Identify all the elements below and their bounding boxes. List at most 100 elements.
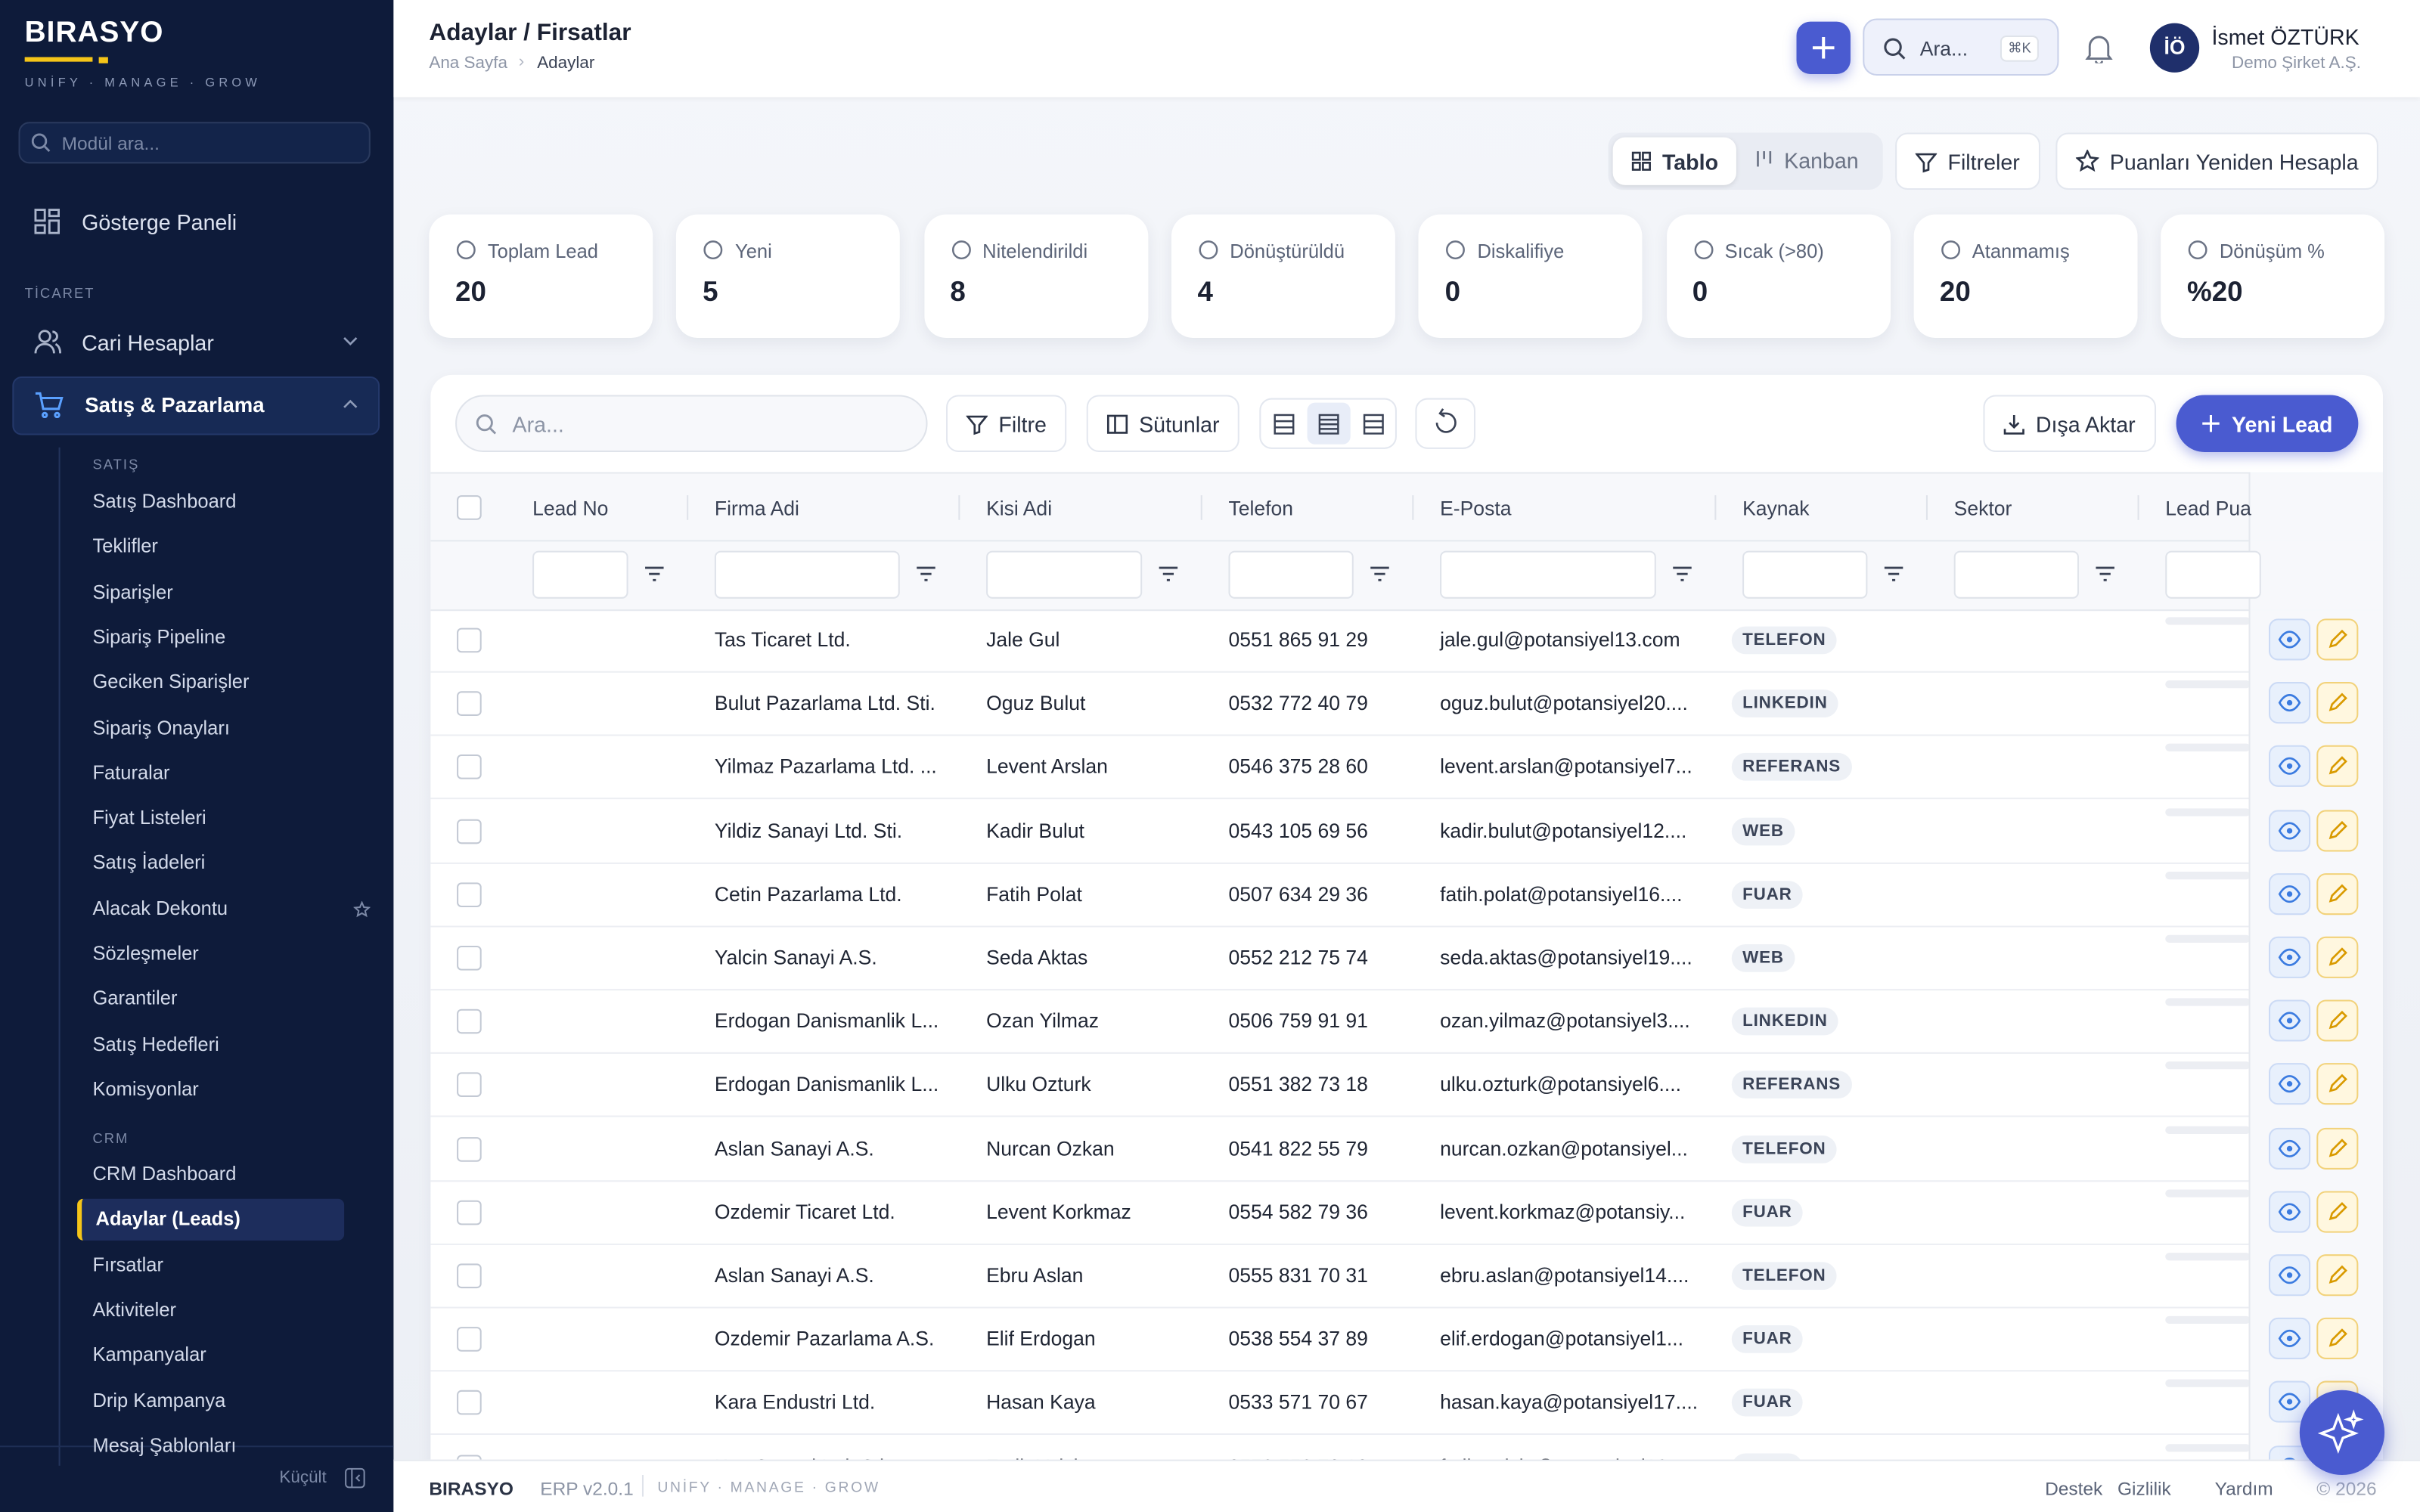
menu-item[interactable]: Alacak Dekontu [92, 897, 228, 919]
edit-button[interactable] [2316, 1127, 2359, 1170]
row-checkbox[interactable] [457, 946, 482, 971]
edit-button[interactable] [2316, 1318, 2359, 1360]
column-header[interactable]: E-Posta [1440, 497, 1512, 520]
collapse[interactable]: Küçült [279, 1468, 327, 1488]
filter-icon[interactable] [915, 563, 937, 591]
menu-item[interactable]: Sözleşmeler [92, 942, 199, 965]
column-filter-input[interactable] [1440, 550, 1656, 599]
edit-button[interactable] [2316, 1191, 2359, 1233]
filter-button[interactable]: Filtre [946, 395, 1067, 452]
column-filter-input[interactable] [1228, 550, 1354, 599]
recalc-button[interactable]: Puanları Yeniden Hesapla [2055, 132, 2379, 191]
menu-group[interactable]: Satış & Pazarlama [85, 393, 265, 417]
menu-item[interactable]: Satış Dashboard [92, 490, 237, 513]
menu-item[interactable]: Drip Kampanya [92, 1389, 226, 1411]
menu-item[interactable]: Komisyonlar [92, 1078, 199, 1100]
view-button[interactable] [2268, 1254, 2311, 1297]
star-icon[interactable] [353, 900, 371, 918]
menu-item[interactable]: Mesaj Şablonları [92, 1434, 237, 1457]
column-header[interactable]: Firma Adi [714, 497, 799, 520]
view-table[interactable]: Tablo [1612, 137, 1737, 185]
collapse-icon[interactable] [344, 1467, 366, 1489]
view-button[interactable] [2268, 1127, 2311, 1170]
row-checkbox[interactable] [457, 1200, 482, 1225]
bell-icon[interactable] [2085, 34, 2113, 64]
edit-button[interactable] [2316, 1254, 2359, 1297]
edit-button[interactable] [2316, 999, 2359, 1042]
refresh-button[interactable] [1415, 398, 1476, 449]
row-checkbox[interactable] [457, 818, 482, 844]
column-filter-input[interactable] [2165, 550, 2261, 599]
row-checkbox[interactable] [457, 1136, 482, 1161]
filter-icon[interactable] [2094, 563, 2116, 591]
export-button[interactable]: Dışa Aktar [1983, 395, 2156, 452]
global-search[interactable]: Ara... ⌘K [1863, 18, 2059, 76]
row-checkbox[interactable] [457, 881, 482, 907]
edit-button[interactable] [2316, 1063, 2359, 1106]
row-checkbox[interactable] [457, 1263, 482, 1289]
row-checkbox[interactable] [457, 1327, 482, 1352]
menu-group[interactable]: Cari Hesaplar [82, 330, 214, 355]
menu-item[interactable]: Aktiviteler [92, 1299, 177, 1321]
edit-button[interactable] [2316, 682, 2359, 724]
column-header[interactable]: Sektor [1953, 497, 2012, 520]
row-checkbox[interactable] [457, 1009, 482, 1034]
footer-link[interactable]: Yardım [2214, 1478, 2273, 1500]
breadcrumb-root[interactable]: Ana Sayfa [429, 54, 507, 73]
view-button[interactable] [2268, 618, 2311, 661]
column-filter-input[interactable] [1742, 550, 1868, 599]
new-lead-button[interactable]: Yeni Lead [2176, 395, 2359, 452]
view-button[interactable] [2268, 999, 2311, 1042]
module-search[interactable]: Modül ara... [18, 122, 371, 164]
add-button[interactable] [1796, 21, 1851, 74]
filter-icon[interactable] [1671, 563, 1693, 591]
edit-button[interactable] [2316, 936, 2359, 978]
ai-assistant[interactable] [2299, 1390, 2385, 1476]
footer-link[interactable]: Destek [2045, 1478, 2103, 1500]
menu-item[interactable]: Faturalar [92, 761, 170, 784]
view-button[interactable] [2268, 1318, 2311, 1360]
menu-item[interactable]: Geciken Siparişler [92, 671, 250, 693]
columns-button[interactable]: Sütunlar [1086, 395, 1240, 452]
row-checkbox[interactable] [457, 627, 482, 653]
menu-item[interactable]: Fırsatlar [92, 1253, 164, 1275]
column-filter-input[interactable] [986, 550, 1143, 599]
view-button[interactable] [2268, 1191, 2311, 1233]
menu-item[interactable]: Siparişler [92, 581, 173, 603]
filter-icon[interactable] [1369, 563, 1391, 591]
column-header[interactable]: Lead No [532, 497, 609, 520]
column-filter-input[interactable] [532, 550, 628, 599]
menu-item[interactable]: Satış İadeleri [92, 852, 206, 874]
view-button[interactable] [2268, 745, 2311, 788]
menu-item[interactable]: Garantiler [92, 987, 178, 1010]
view-button[interactable] [2268, 809, 2311, 851]
checkbox[interactable] [457, 495, 482, 520]
filter-icon[interactable] [1158, 563, 1180, 591]
filters-button[interactable]: Filtreler [1895, 132, 2040, 191]
menu-item[interactable]: Satış Hedefleri [92, 1033, 219, 1055]
view-kanban[interactable]: Kanban [1754, 148, 1859, 173]
view-button[interactable] [2268, 1063, 2311, 1106]
menu-item[interactable]: Adaylar (Leads) [95, 1208, 240, 1231]
row-checkbox[interactable] [457, 1390, 482, 1416]
edit-button[interactable] [2316, 809, 2359, 851]
column-header[interactable]: Kisi Adi [986, 497, 1053, 520]
view-button[interactable] [2268, 682, 2311, 724]
view-button[interactable] [2268, 872, 2311, 915]
footer-link[interactable]: Gizlilik [2117, 1478, 2171, 1500]
menu-item[interactable]: Sipariş Onayları [92, 716, 230, 739]
edit-button[interactable] [2316, 618, 2359, 661]
edit-button[interactable] [2316, 745, 2359, 788]
menu-item[interactable]: Gösterge Paneli [82, 209, 237, 235]
menu-item[interactable]: Teklifler [92, 535, 158, 558]
column-filter-input[interactable] [1953, 550, 2079, 599]
menu-item[interactable]: Sipariş Pipeline [92, 626, 226, 648]
table-search[interactable]: Ara... [455, 395, 928, 452]
column-filter-input[interactable] [714, 550, 900, 599]
column-header[interactable]: Telefon [1228, 497, 1294, 520]
edit-button[interactable] [2316, 872, 2359, 915]
row-checkbox[interactable] [457, 754, 482, 780]
column-header[interactable]: Kaynak [1742, 497, 1810, 520]
row-checkbox[interactable] [457, 691, 482, 717]
filter-icon[interactable] [644, 563, 666, 591]
